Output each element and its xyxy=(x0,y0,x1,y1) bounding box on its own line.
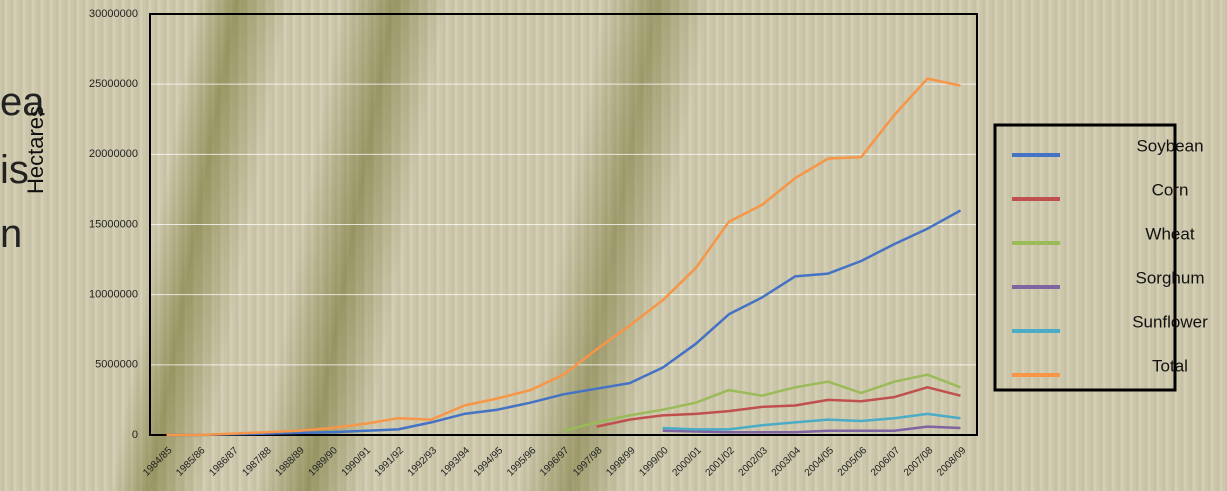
x-tick-label: 1996/97 xyxy=(538,445,572,479)
series-line xyxy=(166,77,961,437)
x-tick-label: 1985/86 xyxy=(174,445,208,479)
slide-text-fragment: ea xyxy=(0,80,45,124)
x-tick-label: 1984/85 xyxy=(141,445,175,479)
y-axis-title: Hectares xyxy=(23,106,48,194)
slide-text-fragment: n xyxy=(0,212,23,256)
x-tick-label: 1994/95 xyxy=(472,445,506,479)
legend-label: Total xyxy=(1152,356,1188,375)
x-tick-label: 1997/98 xyxy=(571,445,605,479)
series-line xyxy=(662,425,961,434)
x-tick-label: 1986/87 xyxy=(207,445,241,479)
x-tick-label: 2007/08 xyxy=(902,445,936,479)
x-tick-label: 2008/09 xyxy=(935,445,969,479)
series-line xyxy=(662,412,961,431)
x-tick-label: 1987/88 xyxy=(240,445,274,479)
legend-label: Wheat xyxy=(1145,224,1194,243)
x-tick-label: 1990/91 xyxy=(340,445,374,479)
x-tick-label: 2003/04 xyxy=(770,445,804,479)
y-tick-label: 30000000 xyxy=(89,8,138,20)
y-tick-label: 15000000 xyxy=(89,218,138,230)
x-tick-label: 1991/92 xyxy=(373,445,407,479)
x-tick-label: 1989/90 xyxy=(307,445,341,479)
x-tick-label: 1993/94 xyxy=(439,445,473,479)
x-tick-label: 2002/03 xyxy=(737,445,771,479)
x-tick-label: 2001/02 xyxy=(704,445,738,479)
series-line xyxy=(596,386,961,428)
series-line xyxy=(166,209,962,437)
legend-label: Corn xyxy=(1152,180,1189,199)
legend-label: Soybean xyxy=(1136,136,1203,155)
plot-frame xyxy=(149,13,978,436)
x-tick-label: 1995/96 xyxy=(505,445,539,479)
y-tick-label: 20000000 xyxy=(89,148,138,160)
x-tick-label: 1999/00 xyxy=(637,445,671,479)
legend-box xyxy=(993,123,1177,392)
x-tick-label: 2006/07 xyxy=(869,445,903,479)
series-line xyxy=(563,373,961,433)
x-tick-label: 2000/01 xyxy=(670,445,704,479)
x-tick-label: 2005/06 xyxy=(836,445,870,479)
slide-text-fragment: is xyxy=(0,148,29,192)
y-tick-label: 10000000 xyxy=(89,289,138,301)
y-tick-label: 25000000 xyxy=(89,78,138,90)
x-tick-label: 1992/93 xyxy=(406,445,440,479)
y-tick-label: 5000000 xyxy=(95,359,138,371)
x-tick-label: 2004/05 xyxy=(803,445,837,479)
y-tick-label: 0 xyxy=(132,429,138,441)
legend-label: Sunflower xyxy=(1132,312,1208,331)
x-tick-label: 1988/89 xyxy=(274,445,308,479)
x-tick-label: 1998/99 xyxy=(604,445,638,479)
legend-label: Sorghum xyxy=(1136,268,1205,287)
